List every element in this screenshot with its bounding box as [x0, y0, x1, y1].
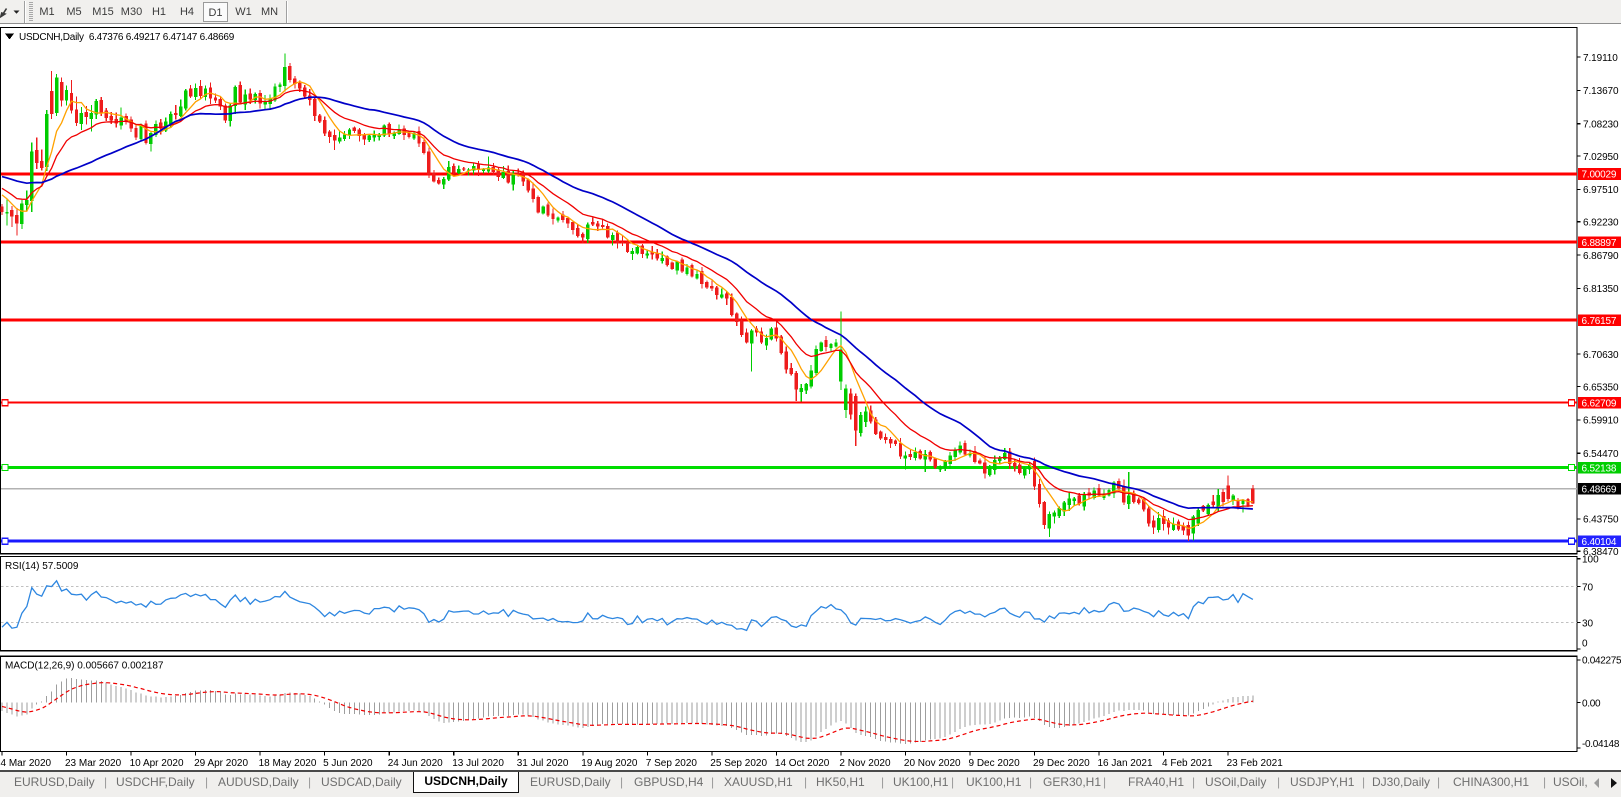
- svg-text:7 Sep 2020: 7 Sep 2020: [646, 758, 698, 769]
- svg-text:70: 70: [1582, 582, 1594, 593]
- svg-text:USDCNH,Daily 6.47376 6.49217: USDCNH,Daily 6.47376 6.49217 6.47147 6.4…: [19, 32, 235, 43]
- svg-text:6.62709: 6.62709: [1582, 399, 1617, 410]
- svg-text:100: 100: [1582, 555, 1599, 566]
- svg-text:31 Jul 2020: 31 Jul 2020: [517, 758, 569, 769]
- svg-text:6.86790: 6.86790: [1583, 251, 1619, 262]
- svg-text:4 Feb 2021: 4 Feb 2021: [1162, 758, 1213, 769]
- svg-text:14 Oct 2020: 14 Oct 2020: [775, 758, 830, 769]
- svg-text:6.76157: 6.76157: [1582, 316, 1617, 327]
- svg-text:7.00029: 7.00029: [1582, 170, 1617, 181]
- svg-text:6.97510: 6.97510: [1583, 185, 1619, 196]
- svg-text:25 Sep 2020: 25 Sep 2020: [710, 758, 767, 769]
- svg-text:6.92230: 6.92230: [1583, 218, 1619, 229]
- svg-text:6.88897: 6.88897: [1582, 238, 1617, 249]
- svg-text:23 Mar 2020: 23 Mar 2020: [65, 758, 122, 769]
- svg-text:6.81350: 6.81350: [1583, 284, 1619, 295]
- svg-text:7.13670: 7.13670: [1583, 86, 1619, 97]
- svg-text:RSI(14) 57.5009: RSI(14) 57.5009: [5, 561, 79, 572]
- svg-text:4 Mar 2020: 4 Mar 2020: [1, 758, 52, 769]
- svg-text:6.54470: 6.54470: [1583, 449, 1619, 460]
- svg-text:23 Feb 2021: 23 Feb 2021: [1227, 758, 1284, 769]
- svg-text:6.59910: 6.59910: [1583, 416, 1619, 427]
- svg-text:7.02950: 7.02950: [1583, 152, 1619, 163]
- svg-text:2 Nov 2020: 2 Nov 2020: [839, 758, 891, 769]
- svg-text:16 Jan 2021: 16 Jan 2021: [1098, 758, 1153, 769]
- svg-text:20 Nov 2020: 20 Nov 2020: [904, 758, 961, 769]
- svg-text:6.52138: 6.52138: [1582, 463, 1617, 474]
- svg-text:10 Apr 2020: 10 Apr 2020: [130, 758, 184, 769]
- svg-text:29 Apr 2020: 29 Apr 2020: [194, 758, 248, 769]
- svg-text:19 Aug 2020: 19 Aug 2020: [581, 758, 638, 769]
- svg-text:13 Jul 2020: 13 Jul 2020: [452, 758, 504, 769]
- svg-text:6.65350: 6.65350: [1583, 382, 1619, 393]
- svg-text:0.00: 0.00: [1582, 698, 1601, 709]
- svg-text:29 Dec 2020: 29 Dec 2020: [1033, 758, 1090, 769]
- svg-text:6.43750: 6.43750: [1583, 515, 1619, 526]
- svg-text:9 Dec 2020: 9 Dec 2020: [969, 758, 1021, 769]
- svg-text:6.40104: 6.40104: [1582, 537, 1617, 548]
- svg-text:18 May 2020: 18 May 2020: [259, 758, 317, 769]
- svg-text:7.08230: 7.08230: [1583, 120, 1619, 131]
- svg-text:0.042275: 0.042275: [1582, 656, 1621, 667]
- svg-text:5 Jun 2020: 5 Jun 2020: [323, 758, 373, 769]
- svg-text:0: 0: [1582, 639, 1588, 650]
- svg-text:6.38470: 6.38470: [1583, 547, 1619, 558]
- svg-text:6.48669: 6.48669: [1582, 485, 1617, 496]
- svg-text:24 Jun 2020: 24 Jun 2020: [388, 758, 443, 769]
- svg-text:7.19110: 7.19110: [1583, 53, 1618, 64]
- svg-text:MACD(12,26,9) 0.005667 0.00218: MACD(12,26,9) 0.005667 0.002187: [5, 660, 164, 671]
- svg-text:6.70630: 6.70630: [1583, 350, 1619, 361]
- svg-text:30: 30: [1582, 619, 1594, 630]
- svg-text:-0.04148: -0.04148: [1582, 739, 1620, 750]
